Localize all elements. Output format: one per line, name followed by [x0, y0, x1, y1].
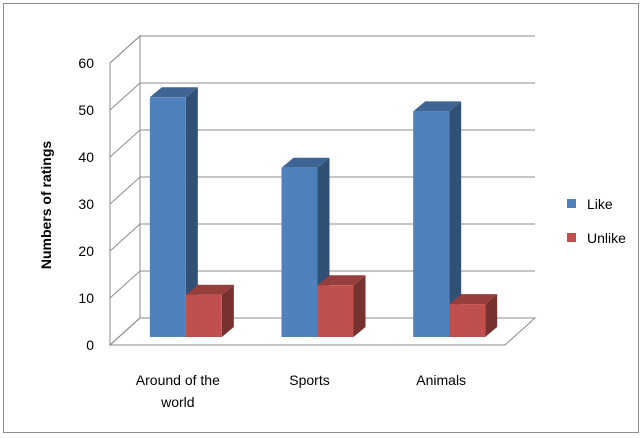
bars	[149, 87, 498, 338]
legend: Like Unlike	[567, 196, 626, 246]
y-tick-label: 60	[78, 55, 94, 71]
gridline-side	[109, 223, 141, 252]
y-tick-label: 20	[78, 243, 94, 259]
gridline-side	[109, 317, 141, 346]
legend-label: Unlike	[587, 230, 626, 246]
bar-unlike-1	[317, 275, 366, 337]
y-tick-label: 0	[86, 337, 94, 353]
bar-unlike-0	[185, 284, 234, 337]
legend-item-unlike: Unlike	[567, 230, 626, 246]
gridline-side	[109, 35, 141, 64]
x-category-labels: Around of the world Sports Animals	[136, 372, 466, 410]
legend-label: Like	[587, 196, 613, 212]
legend-item-like: Like	[567, 196, 613, 212]
x-category-label: Animals	[416, 372, 466, 388]
x-category-label: Around of the world	[136, 372, 220, 410]
y-tick-labels: 0 10 20 30 40 50 60	[78, 55, 94, 353]
y-tick-label: 40	[78, 149, 94, 165]
y-tick-label: 30	[78, 196, 94, 212]
y-axis-label: Numbers of ratings	[38, 141, 54, 270]
bar-like-0	[149, 87, 198, 337]
legend-swatch	[567, 233, 576, 242]
gridline-side	[109, 129, 141, 158]
gridline-side	[109, 270, 141, 299]
y-tick-label: 10	[78, 290, 94, 306]
y-tick-label: 50	[78, 102, 94, 118]
bar-like-2	[413, 101, 462, 338]
x-category-label: Sports	[289, 372, 329, 388]
gridline-side	[109, 82, 141, 111]
gridline-side	[109, 176, 141, 205]
legend-swatch	[567, 199, 576, 208]
bar-unlike-2	[449, 294, 498, 337]
gridlines	[109, 35, 535, 346]
